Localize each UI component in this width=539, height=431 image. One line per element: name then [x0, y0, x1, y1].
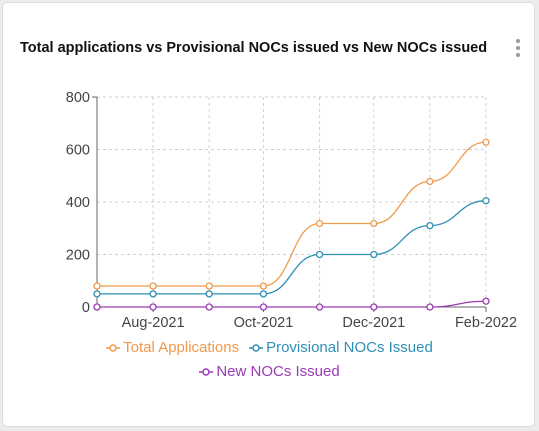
data-point — [370, 250, 378, 259]
x-tick-label: Aug-2021 — [122, 315, 185, 331]
x-tick-label: Feb-2022 — [455, 315, 517, 331]
y-tick-label: 0 — [82, 300, 90, 316]
data-point — [149, 290, 157, 298]
chart-card: Total applications vs Provisional NOCs i… — [2, 2, 535, 427]
series-line-2 — [96, 300, 487, 308]
data-point — [149, 303, 157, 311]
series-line-0 — [96, 141, 487, 287]
legend-marker-icon — [106, 343, 121, 352]
data-point — [426, 303, 434, 311]
data-point — [370, 219, 378, 228]
legend-label: Provisional NOCs Issued — [266, 339, 433, 356]
data-point — [426, 177, 434, 186]
x-tick-label: Oct-2021 — [234, 315, 294, 331]
chart-title: Total applications vs Provisional NOCs i… — [20, 40, 488, 56]
data-point — [93, 303, 101, 311]
series-line-1 — [96, 200, 487, 295]
legend-marker-icon — [249, 343, 264, 352]
data-point — [205, 290, 213, 298]
data-point — [426, 221, 434, 230]
data-point — [259, 290, 268, 298]
legend-total-applications[interactable]: Total Applications — [106, 339, 239, 356]
legend-marker-icon — [199, 367, 214, 376]
data-point — [149, 282, 157, 290]
legend-provisional-nocs[interactable]: Provisional NOCs Issued — [249, 339, 433, 356]
legend-row-2: New NOCs Issued — [0, 363, 539, 380]
data-point — [315, 303, 324, 311]
y-tick-label: 800 — [66, 90, 90, 106]
legend-label: New NOCs Issued — [216, 363, 340, 380]
y-tick-label: 600 — [66, 143, 90, 159]
data-point — [205, 282, 213, 290]
data-point — [315, 250, 324, 259]
x-tick-label: Dec-2021 — [342, 315, 405, 331]
y-tick-label: 400 — [66, 195, 90, 211]
more-vertical-icon[interactable] — [510, 36, 526, 58]
data-point — [259, 282, 268, 290]
data-point — [259, 303, 268, 311]
legend-new-nocs[interactable]: New NOCs Issued — [199, 363, 340, 380]
data-point — [205, 303, 213, 311]
data-point — [482, 197, 490, 205]
data-point — [93, 290, 101, 298]
data-point — [315, 219, 324, 228]
legend-row-1: Total Applications Provisional NOCs Issu… — [0, 339, 539, 356]
data-point — [482, 138, 490, 146]
legend-label: Total Applications — [123, 339, 240, 356]
data-point — [482, 297, 490, 305]
y-tick-label: 200 — [66, 248, 90, 264]
data-point — [93, 282, 101, 290]
data-point — [370, 303, 378, 311]
